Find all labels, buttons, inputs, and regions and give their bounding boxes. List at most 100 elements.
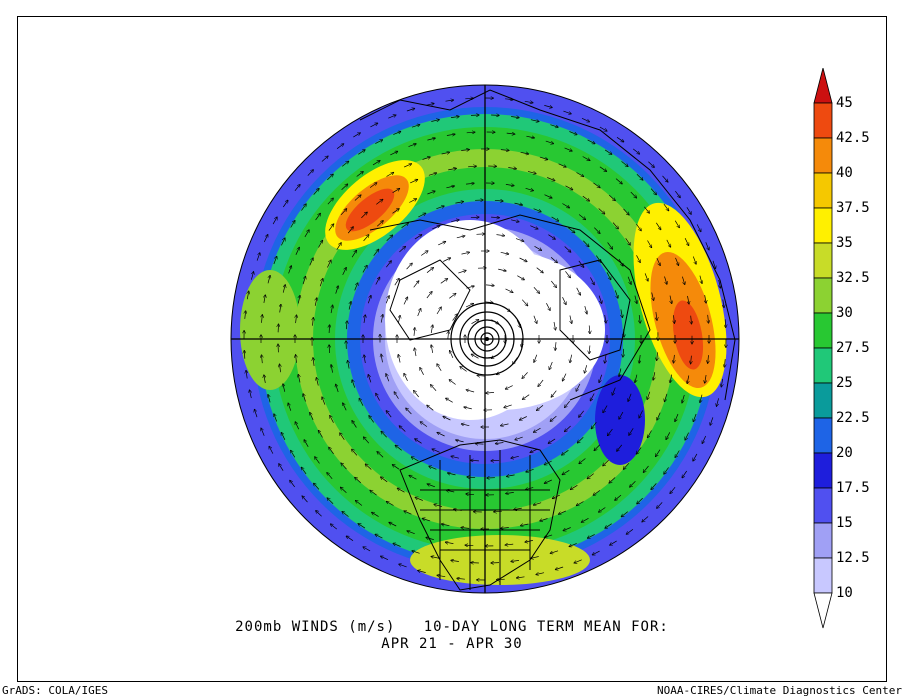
wind-vector <box>470 217 479 218</box>
wind-vector <box>664 467 669 474</box>
wind-vector <box>511 117 519 118</box>
wind-vector <box>521 524 529 526</box>
wind-vector <box>441 152 450 154</box>
wind-vector <box>304 230 309 238</box>
wind-vector <box>327 174 333 181</box>
wind-vector <box>636 447 642 454</box>
wind-vector <box>591 422 597 428</box>
wind-vector <box>437 433 445 437</box>
wind-vector <box>582 517 589 522</box>
wind-vector <box>399 564 407 568</box>
wind-vector <box>432 449 440 453</box>
wind-vector <box>471 320 479 325</box>
wind-vector <box>496 443 504 444</box>
wind-vector <box>458 271 466 274</box>
wind-vector <box>365 464 372 470</box>
wind-vector <box>538 379 544 386</box>
wind-vector <box>624 462 630 469</box>
wind-vector <box>639 315 640 323</box>
wind-vector <box>465 304 473 308</box>
wind-vector <box>406 109 415 112</box>
wind-vector <box>545 140 554 144</box>
wind-vector <box>505 288 513 293</box>
wind-vector <box>521 338 522 347</box>
wind-vector <box>670 486 676 493</box>
wind-vector <box>460 367 467 372</box>
wind-vector <box>550 257 557 262</box>
wind-vector <box>644 206 649 213</box>
footer-credit-right: NOAA-CIRES/Climate Diagnostics Center <box>656 684 902 697</box>
wind-vector <box>544 105 552 107</box>
colorbar-label: 12.5 <box>836 550 870 566</box>
wind-vector <box>596 255 601 263</box>
wind-vector <box>501 424 509 426</box>
wind-vector <box>562 203 569 208</box>
wind-vector <box>471 460 479 461</box>
colorbar-swatch <box>813 417 833 454</box>
colorbar-swatch <box>813 102 833 139</box>
wind-vector <box>657 502 663 508</box>
wind-vector <box>316 378 318 386</box>
wind-vector <box>451 560 459 561</box>
wind-vector <box>336 384 339 393</box>
wind-vector <box>584 306 587 314</box>
wind-vector <box>343 403 347 411</box>
wind-vector <box>506 133 515 134</box>
colorbar-swatch <box>813 557 833 594</box>
wind-vector <box>377 452 384 458</box>
jet-core-atlantic <box>633 202 727 398</box>
wind-vector <box>505 99 513 100</box>
wind-vector <box>477 375 486 376</box>
wind-vector <box>415 348 417 357</box>
wind-vector <box>666 239 671 247</box>
wind-vector <box>358 150 365 155</box>
colorbar-swatch <box>813 452 833 489</box>
wind-vector <box>342 512 349 517</box>
wind-vector <box>290 481 295 488</box>
wind-vector <box>550 124 558 128</box>
wind-vector <box>321 156 328 162</box>
wind-vector <box>593 490 601 495</box>
wind-vector <box>578 214 585 220</box>
wind-vector <box>386 235 393 241</box>
wind-vector <box>501 528 509 529</box>
wind-vector <box>413 281 419 288</box>
wind-vector <box>531 557 539 559</box>
wind-vector <box>605 355 606 363</box>
wind-vector <box>426 292 432 299</box>
wind-vector <box>279 464 284 471</box>
wind-vector <box>436 307 441 315</box>
wind-vector <box>570 354 572 363</box>
wind-vector <box>551 280 556 287</box>
wind-vector <box>401 223 409 228</box>
wind-vector <box>647 391 651 400</box>
wind-vector <box>648 161 654 168</box>
wind-vector <box>674 220 679 228</box>
wind-vector <box>598 208 605 214</box>
wind-vector <box>517 577 525 578</box>
wind-vector <box>328 224 334 231</box>
wind-vector <box>442 524 450 526</box>
wind-vector <box>417 309 421 317</box>
wind-vector <box>448 331 449 340</box>
wind-vector <box>316 511 322 517</box>
wind-vector <box>599 507 606 513</box>
wind-vector <box>491 460 500 461</box>
wind-vector <box>341 184 348 190</box>
wind-vector <box>412 457 419 462</box>
wind-vector <box>684 238 689 245</box>
wind-vector <box>261 428 265 436</box>
wind-vector <box>486 392 495 393</box>
wind-vector <box>524 101 533 102</box>
wind-vector <box>451 220 459 222</box>
wind-vector <box>599 374 603 383</box>
colorbar-label: 25 <box>836 375 853 391</box>
wind-vector <box>426 538 434 540</box>
wind-vector <box>550 415 557 421</box>
wind-vector <box>376 200 382 205</box>
wind-vector <box>530 120 539 122</box>
wind-vector <box>568 227 574 233</box>
wind-vector <box>375 140 382 144</box>
wind-vector <box>369 416 374 423</box>
wind-vector <box>414 328 415 336</box>
